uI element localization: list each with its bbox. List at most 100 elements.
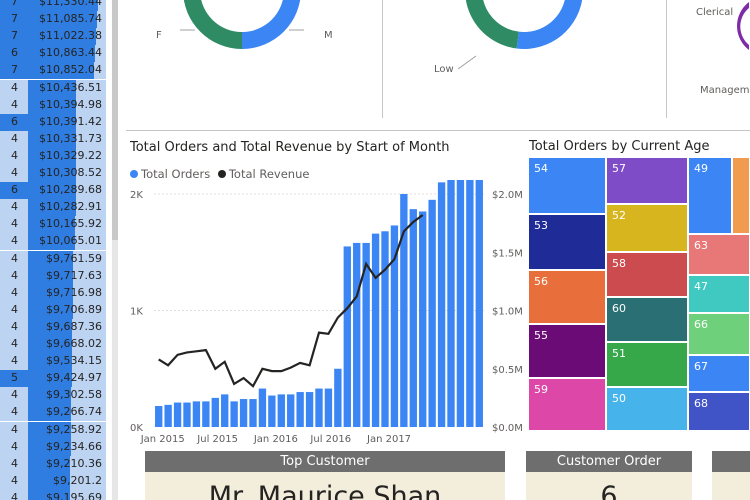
treemap-cell[interactable]: 63 — [688, 234, 750, 275]
bar-total-orders[interactable] — [466, 180, 474, 427]
table-row[interactable]: 4 $10,331.73 — [0, 130, 112, 148]
legend-item-orders[interactable]: Total Orders — [130, 167, 210, 181]
table-row[interactable]: 7 $11,085.74 — [0, 11, 112, 29]
table-row[interactable]: 4 $9,234.66 — [0, 438, 112, 456]
treemap-cell[interactable]: 54 — [528, 157, 606, 214]
bar-total-orders[interactable] — [296, 392, 304, 427]
combo-chart[interactable]: 0K 1K 2K $0.0M $0.5M $1.0M $1.5M $2.0M Jan 2015 J… — [126, 180, 526, 445]
table-row[interactable]: 4 $9,668.02 — [0, 336, 112, 353]
table-row[interactable]: 4 $9,761.59 — [0, 250, 112, 268]
bar-total-orders[interactable] — [258, 388, 267, 427]
table-row[interactable]: 7 $11,022.38 — [0, 28, 112, 46]
treemap-cell[interactable]: 60 — [606, 297, 688, 342]
bar-total-orders[interactable] — [362, 242, 370, 427]
table-row[interactable]: 7 $11,330.44 — [0, 0, 112, 11]
donut-gender[interactable]: F M — [130, 0, 380, 118]
table-row[interactable]: 4 $9,302.58 — [0, 387, 112, 405]
bar-total-orders[interactable] — [230, 401, 238, 427]
treemap-cell[interactable]: 50 — [606, 387, 688, 431]
bar-total-orders[interactable] — [475, 180, 483, 427]
bar-total-orders[interactable] — [155, 406, 163, 427]
bar-total-orders[interactable] — [437, 182, 446, 427]
bar-total-orders[interactable] — [239, 399, 248, 427]
bar-total-orders[interactable] — [277, 394, 285, 427]
line-total-revenue[interactable] — [158, 214, 424, 388]
bar-total-orders[interactable] — [456, 180, 465, 427]
table-row[interactable]: 5 $9,424.97 — [0, 370, 112, 388]
bar-total-orders[interactable] — [324, 388, 333, 427]
bar-total-orders[interactable] — [192, 401, 201, 427]
donut-gender-slice-m[interactable] — [242, 0, 301, 49]
bar-total-orders[interactable] — [287, 394, 295, 427]
table-row[interactable]: 4 $9,716.98 — [0, 284, 112, 302]
treemap-cell[interactable]: 55 — [528, 324, 606, 378]
table-row[interactable]: 4 $10,282.91 — [0, 199, 112, 217]
table-row[interactable]: 4 $9,195.69 — [0, 489, 112, 500]
bar-total-orders[interactable] — [221, 394, 229, 427]
bar-total-orders[interactable] — [164, 404, 172, 427]
bar-total-orders[interactable] — [447, 180, 455, 427]
table-row[interactable]: 4 $10,165.92 — [0, 216, 112, 234]
treemap-cell[interactable]: 52 — [606, 204, 688, 252]
bar-total-orders[interactable] — [419, 211, 427, 427]
bar-total-orders[interactable] — [371, 233, 380, 427]
table-row[interactable]: 6 $10,391.42 — [0, 113, 112, 131]
bar-total-orders[interactable] — [249, 399, 257, 427]
bar-total-orders[interactable] — [211, 397, 219, 427]
table-row[interactable]: 4 $9,534.15 — [0, 353, 112, 371]
treemap-cell[interactable]: 53 — [528, 214, 606, 270]
donut-gender-slice-f[interactable] — [183, 0, 242, 49]
bar-total-orders[interactable] — [183, 402, 191, 427]
donut-income-slice-blue[interactable] — [516, 0, 583, 49]
bar-total-orders[interactable] — [428, 199, 436, 427]
bar-total-orders[interactable] — [202, 401, 210, 427]
treemap-cell[interactable]: 67 — [688, 355, 750, 392]
bar-total-orders[interactable] — [305, 392, 314, 427]
table-row[interactable]: 6 $10,289.68 — [0, 182, 112, 200]
table-row[interactable]: 4 $10,065.01 — [0, 233, 112, 251]
treemap-cell[interactable]: 68 — [688, 392, 750, 431]
table-cell-revenue-text: $10,065.01 — [39, 234, 102, 248]
treemap-cell[interactable]: 56 — [528, 270, 606, 324]
treemap-cell[interactable]: 49 — [688, 157, 732, 234]
bar-total-orders[interactable] — [315, 388, 323, 427]
bar-total-orders[interactable] — [409, 209, 417, 427]
bar-total-orders[interactable] — [268, 395, 276, 427]
table-row[interactable]: 4 $9,266.74 — [0, 404, 112, 422]
table-row[interactable]: 4 $10,329.22 — [0, 147, 112, 165]
table-row[interactable]: 4 $9,687.36 — [0, 318, 112, 336]
treemap-cell[interactable]: 57 — [606, 157, 688, 204]
bar-total-orders[interactable] — [390, 225, 399, 427]
bar-total-orders[interactable] — [334, 368, 342, 427]
donut-occupation-slice[interactable] — [737, 2, 749, 50]
table-row[interactable]: 4 $10,308.52 — [0, 165, 112, 182]
table-row[interactable]: 4 $9,706.89 — [0, 301, 112, 319]
donut-occupation[interactable]: Clerical Managem... — [668, 0, 750, 118]
treemap-cell[interactable]: 66 — [688, 313, 750, 355]
bar-total-orders[interactable] — [353, 242, 361, 427]
legend-item-revenue[interactable]: Total Revenue — [217, 167, 309, 181]
treemap-cell[interactable]: 59 — [528, 378, 606, 431]
table-row[interactable]: 4 $9,258.92 — [0, 421, 112, 439]
donut-income-slice-low[interactable] — [465, 0, 519, 49]
table-row[interactable]: 4 $10,394.98 — [0, 96, 112, 114]
donut-income[interactable]: Low — [384, 0, 664, 118]
treemap-cell[interactable]: 58 — [606, 252, 688, 297]
bar-total-orders[interactable] — [381, 231, 389, 427]
table-scrollbar-thumb[interactable] — [112, 0, 118, 240]
bar-total-orders[interactable] — [400, 194, 408, 427]
table-row[interactable]: 4 $9,210.36 — [0, 455, 112, 473]
treemap-cell[interactable]: 51 — [606, 342, 688, 387]
table-row[interactable]: 4 $9,717.63 — [0, 267, 112, 285]
bar-total-orders[interactable] — [343, 246, 351, 427]
treemap-cell[interactable] — [732, 157, 750, 234]
table-cell-revenue-text: $9,716.98 — [46, 285, 102, 299]
table-row[interactable]: 6 $10,863.44 — [0, 45, 112, 63]
treemap-cell[interactable]: 47 — [688, 275, 750, 313]
bar-total-orders[interactable] — [173, 402, 182, 427]
table-scrollbar-track[interactable] — [112, 0, 118, 500]
table-row[interactable]: 4 $10,436.51 — [0, 79, 112, 97]
treemap-current-age[interactable]: 54 53 56 55 59 57 52 58 60 51 50 49 63 47 66 67 68 — [528, 157, 750, 431]
table-row[interactable]: 4 $9,201.2 — [0, 472, 112, 490]
table-row[interactable]: 7 $10,852.04 — [0, 62, 112, 80]
